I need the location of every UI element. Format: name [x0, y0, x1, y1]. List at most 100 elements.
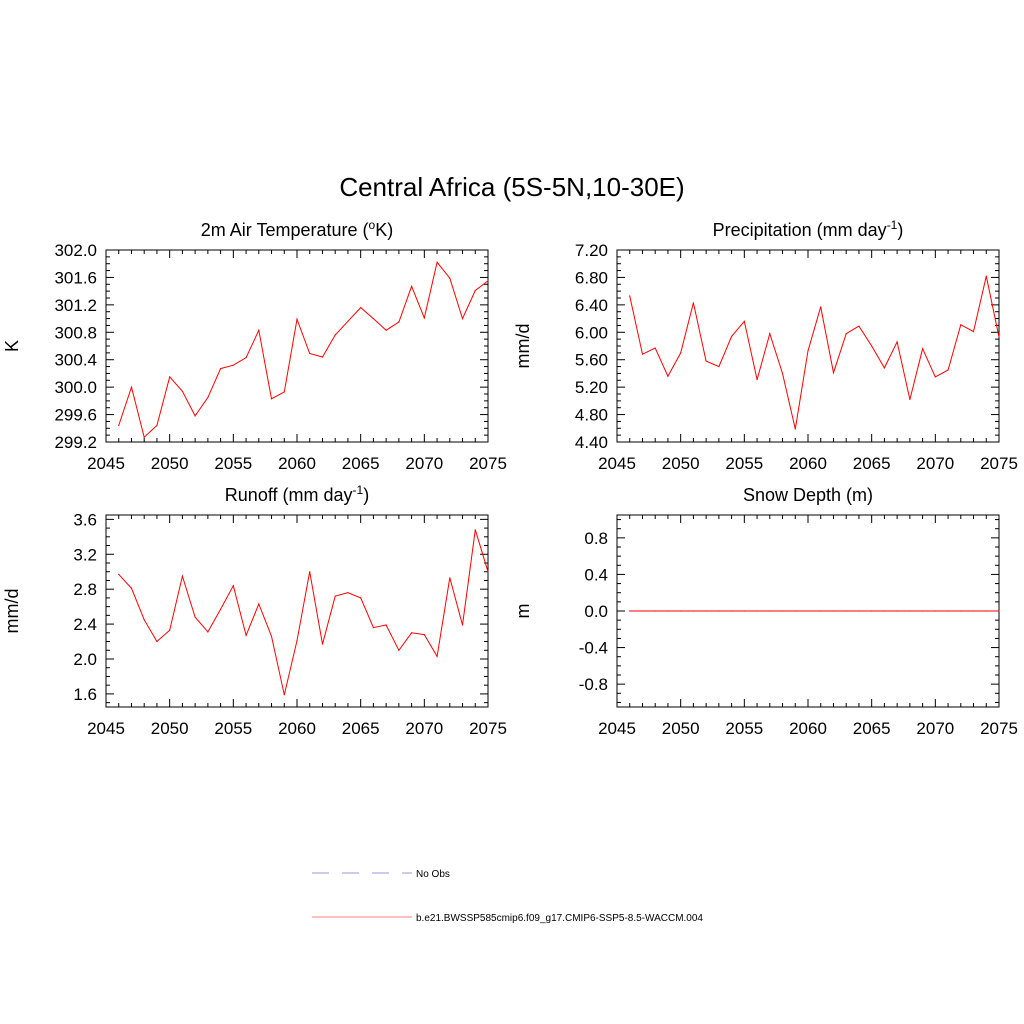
data-point — [143, 436, 145, 438]
data-point — [934, 376, 936, 378]
x-tick-label: 2045 — [598, 454, 636, 473]
data-point — [169, 629, 171, 631]
data-point — [667, 375, 669, 377]
x-tick-label: 2070 — [405, 719, 443, 738]
x-tick-label: 2055 — [725, 719, 763, 738]
data-point — [474, 289, 476, 292]
y-tick-label: 4.80 — [575, 406, 608, 425]
x-tick-label: 2060 — [789, 454, 827, 473]
data-point — [922, 348, 924, 350]
data-point — [641, 353, 644, 355]
data-point — [385, 624, 387, 626]
data-point — [220, 368, 222, 370]
data-point — [487, 571, 489, 573]
data-point — [972, 610, 975, 612]
data-point — [181, 575, 183, 577]
y-tick-label: 300.0 — [54, 378, 97, 397]
data-point — [385, 329, 387, 331]
x-tick-label: 2075 — [469, 454, 507, 473]
data-point — [718, 610, 720, 612]
data-point — [309, 352, 311, 355]
panels: 2045 2050 2055 2060 2065 2070 2075 299.2 299.6 30… — [2, 218, 1018, 738]
data-point — [883, 367, 886, 369]
data-point — [436, 261, 438, 263]
y-tick-label: 6.00 — [575, 323, 608, 342]
data-point — [449, 577, 451, 579]
x-tick-label: 2050 — [662, 719, 700, 738]
data-point — [998, 336, 1000, 338]
data-point — [474, 529, 476, 531]
data-point — [692, 302, 695, 304]
data-point — [245, 634, 247, 637]
x-tick-label: 2045 — [87, 454, 125, 473]
data-point — [283, 694, 285, 696]
data-point — [321, 356, 324, 358]
data-point — [629, 295, 631, 297]
data-point — [156, 640, 158, 643]
data-point — [398, 649, 400, 651]
data-point — [832, 372, 835, 374]
x-tick-label: 2075 — [469, 719, 507, 738]
plot-frame — [105, 249, 489, 443]
data-point — [487, 280, 489, 282]
data-point — [731, 335, 733, 337]
data-point — [220, 608, 222, 610]
data-point — [143, 619, 145, 621]
x-tick-label: 2055 — [725, 454, 763, 473]
y-tick-label: 5.20 — [575, 378, 608, 397]
y-tick-label: 7.20 — [575, 241, 608, 260]
data-point — [118, 424, 120, 427]
data-point — [922, 610, 924, 612]
data-point — [181, 390, 183, 392]
data-point — [998, 610, 1000, 612]
y-axis-label: m — [513, 604, 533, 619]
data-point — [781, 372, 784, 375]
y-axis-label: mm/d — [513, 324, 533, 369]
panel-4: 2045 2050 2055 2060 2065 2070 2075 -0.8 -0.4 0.0 0… — [513, 485, 1018, 738]
x-tick-label: 2070 — [405, 454, 443, 473]
y-tick-label: 0.0 — [584, 602, 608, 621]
plot-frame — [105, 514, 489, 708]
data-point — [909, 610, 911, 612]
figure-title: Central Africa (5S-5N,10-30E) — [339, 172, 684, 202]
data-point — [781, 610, 784, 612]
y-tick-label: 0.4 — [584, 565, 608, 584]
data-point — [909, 398, 911, 401]
data-point — [436, 655, 438, 657]
data-point — [934, 610, 936, 612]
x-tick-label: 2050 — [662, 454, 700, 473]
data-point — [858, 610, 860, 612]
data-point — [985, 275, 987, 277]
data-point — [743, 610, 745, 612]
data-point — [858, 325, 860, 327]
y-axis-label: K — [2, 340, 22, 352]
data-point — [985, 610, 987, 612]
x-tick-label: 2065 — [342, 719, 380, 738]
y-tick-label: 301.2 — [54, 296, 97, 315]
series-line — [118, 261, 489, 439]
data-point — [423, 317, 425, 319]
x-tick-label: 2050 — [151, 719, 189, 738]
data-point — [947, 369, 949, 371]
data-point — [461, 624, 464, 626]
data-point — [334, 334, 336, 336]
data-point — [820, 610, 822, 612]
x-tick-label: 2075 — [980, 719, 1018, 738]
data-point — [705, 610, 707, 612]
data-point — [372, 626, 374, 629]
x-tick-label: 2070 — [916, 454, 954, 473]
data-point — [743, 320, 745, 322]
data-point — [807, 610, 809, 612]
data-point — [270, 635, 273, 637]
data-point — [667, 610, 669, 612]
y-tick-label: 299.2 — [54, 433, 97, 452]
data-point — [207, 396, 209, 399]
data-point — [321, 643, 324, 645]
data-point — [334, 595, 336, 597]
x-tick-label: 2045 — [87, 719, 125, 738]
panel-3: 2045 2050 2055 2060 2065 2070 2075 1.6 2.0 2.4 2.8… — [2, 483, 507, 738]
y-tick-label: 2.4 — [73, 615, 97, 634]
data-point — [309, 571, 311, 573]
x-tick-label: 2065 — [853, 719, 891, 738]
